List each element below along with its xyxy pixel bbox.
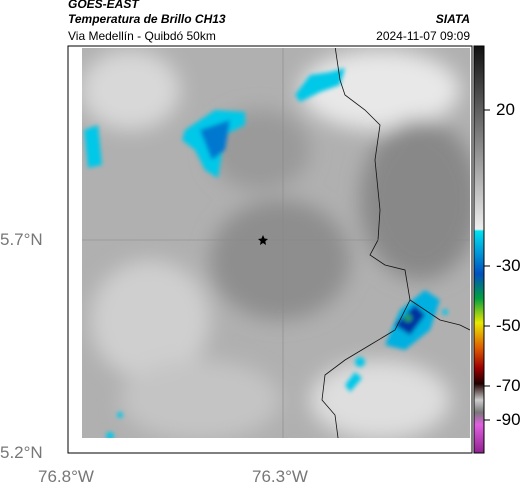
timestamp: 2024-11-07 09:09 bbox=[376, 29, 470, 43]
agency: SIATA bbox=[435, 12, 470, 26]
lat-label: 5.2°N bbox=[0, 443, 43, 462]
lat-label: 5.7°N bbox=[0, 230, 43, 249]
colorbar-label: -90 bbox=[496, 410, 521, 429]
colorbar-ticks bbox=[484, 109, 490, 421]
colorbar-label: 20 bbox=[496, 100, 515, 119]
colorbar bbox=[473, 45, 485, 454]
colorbar-label: -50 bbox=[496, 316, 521, 335]
product: Temperatura de Brillo CH13 bbox=[68, 12, 226, 26]
lon-label: 76.3°W bbox=[252, 467, 308, 486]
lon-label: 76.8°W bbox=[38, 467, 94, 486]
location-star bbox=[258, 235, 268, 245]
satellite-field bbox=[82, 48, 470, 438]
colorbar-label: -30 bbox=[496, 256, 521, 275]
route: Via Medellín - Quibdó 50km bbox=[68, 29, 216, 43]
source: GOES-EAST bbox=[68, 0, 139, 11]
colorbar-label: -70 bbox=[496, 376, 521, 395]
